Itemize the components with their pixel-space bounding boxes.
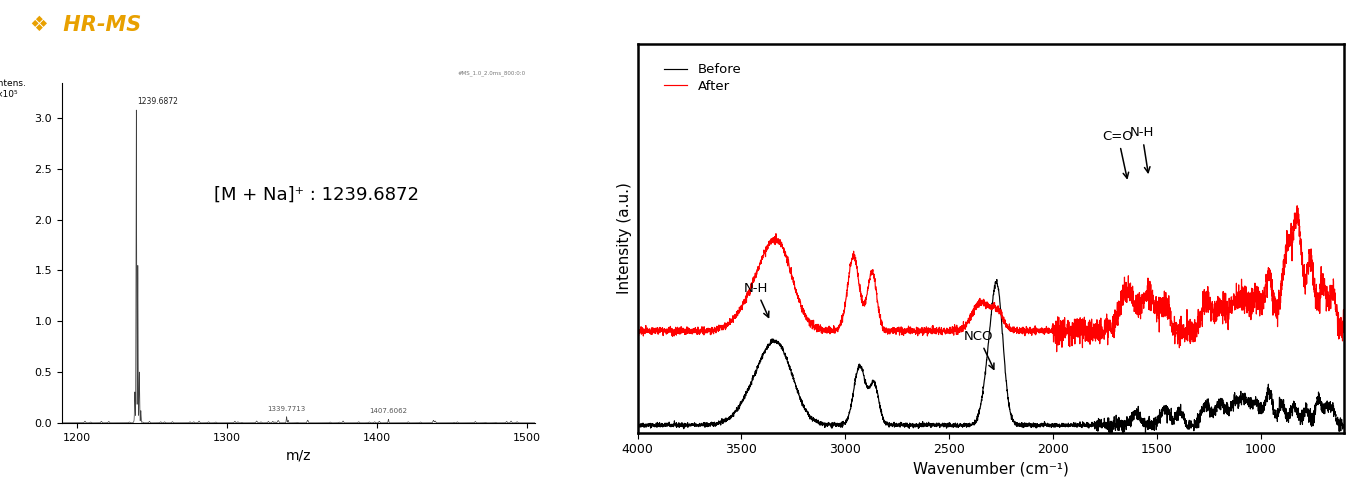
Text: Intens.
×10⁵: Intens. ×10⁵ xyxy=(0,79,26,99)
Before xyxy=(1279,412,1296,418)
Text: [M + Na]⁺ : 1239.6872: [M + Na]⁺ : 1239.6872 xyxy=(214,185,420,203)
Text: N-H: N-H xyxy=(743,282,769,317)
Text: 1339.7713: 1339.7713 xyxy=(267,406,306,412)
Before xyxy=(1335,423,1352,429)
After xyxy=(1289,203,1305,208)
Before xyxy=(931,425,947,431)
X-axis label: m/z: m/z xyxy=(285,448,311,462)
After xyxy=(1313,292,1330,297)
After xyxy=(925,330,942,335)
Before xyxy=(965,420,982,426)
Text: #MS_1.0_2.0ms_800:0:0: #MS_1.0_2.0ms_800:0:0 xyxy=(457,70,525,76)
Legend: Before, After: Before, After xyxy=(658,58,747,98)
Line: After: After xyxy=(638,206,1344,352)
After xyxy=(629,330,646,335)
Before xyxy=(988,277,1005,282)
Text: N-H: N-H xyxy=(1130,126,1154,173)
Text: 1239.6872: 1239.6872 xyxy=(137,97,178,106)
Before xyxy=(925,422,942,428)
After xyxy=(1049,349,1065,355)
Line: Before: Before xyxy=(638,279,1344,433)
Before xyxy=(629,422,646,428)
X-axis label: Wavenumber (cm⁻¹): Wavenumber (cm⁻¹) xyxy=(913,462,1068,476)
Text: 1407.6062: 1407.6062 xyxy=(369,408,407,414)
Before xyxy=(1142,423,1158,429)
After xyxy=(931,326,947,332)
Text: ❖  HR-MS: ❖ HR-MS xyxy=(30,15,141,35)
After xyxy=(1335,307,1352,312)
After xyxy=(1279,227,1296,233)
Before xyxy=(1313,409,1330,415)
Text: NCO: NCO xyxy=(964,330,994,369)
After xyxy=(965,309,982,314)
After xyxy=(1142,298,1158,304)
Y-axis label: Intensity (a.u.): Intensity (a.u.) xyxy=(617,182,632,294)
Text: C=O: C=O xyxy=(1102,130,1134,178)
Before xyxy=(1101,430,1117,435)
